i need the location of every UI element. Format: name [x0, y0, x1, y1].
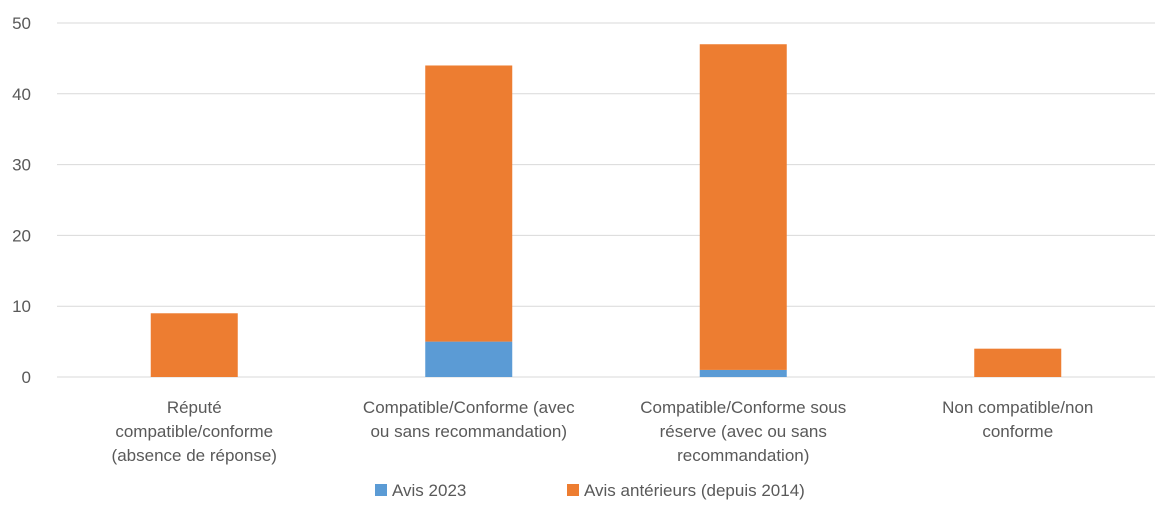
x-category-label-line: (absence de réponse)	[112, 446, 277, 465]
x-category-label: Compatible/Conforme (avec ou sans recomma…	[363, 398, 575, 441]
y-tick-label: 40	[12, 85, 31, 104]
bar-segment	[699, 369, 787, 377]
x-category-label-line: Réputé	[167, 398, 222, 417]
legend-swatch	[567, 484, 579, 496]
x-category-label-line: Compatible/Conforme (avec	[363, 398, 575, 417]
x-category-label-line: Compatible/Conforme sous	[640, 398, 846, 417]
y-axis-ticks: 0 10 20 30 40 50	[12, 14, 31, 387]
y-tick-label: 0	[22, 368, 31, 387]
bar-segment	[425, 65, 513, 342]
x-category-label-line: conforme	[982, 422, 1053, 441]
legend-label: Avis antérieurs (depuis 2014)	[584, 481, 805, 500]
bar-segment	[150, 313, 238, 377]
x-category-label-line: ou sans recommandation)	[370, 422, 567, 441]
bar-segment	[974, 348, 1062, 377]
x-axis-categories: Réputé compatible/conforme (absence de rép…	[112, 398, 1094, 465]
x-category-label: Compatible/Conforme sous réserve (avec ou…	[640, 398, 846, 465]
y-tick-label: 10	[12, 297, 31, 316]
y-tick-label: 30	[12, 156, 31, 175]
x-category-label-line: recommandation)	[677, 446, 809, 465]
legend: Avis 2023 Avis antérieurs (depuis 2014)	[375, 481, 805, 500]
bars	[150, 44, 1062, 377]
bar-segment	[699, 44, 787, 370]
legend-label: Avis 2023	[392, 481, 466, 500]
x-category-label: Non compatible/non conforme	[942, 398, 1093, 441]
x-category-label-line: Non compatible/non	[942, 398, 1093, 417]
bar-segment	[425, 341, 513, 377]
legend-swatch	[375, 484, 387, 496]
x-category-label-line: compatible/conforme	[115, 422, 273, 441]
gridlines	[57, 22, 1155, 378]
x-category-label: Réputé compatible/conforme (absence de rép…	[112, 398, 277, 465]
y-tick-label: 50	[12, 14, 31, 33]
x-category-label-line: réserve (avec ou sans	[660, 422, 827, 441]
y-tick-label: 20	[12, 226, 31, 245]
